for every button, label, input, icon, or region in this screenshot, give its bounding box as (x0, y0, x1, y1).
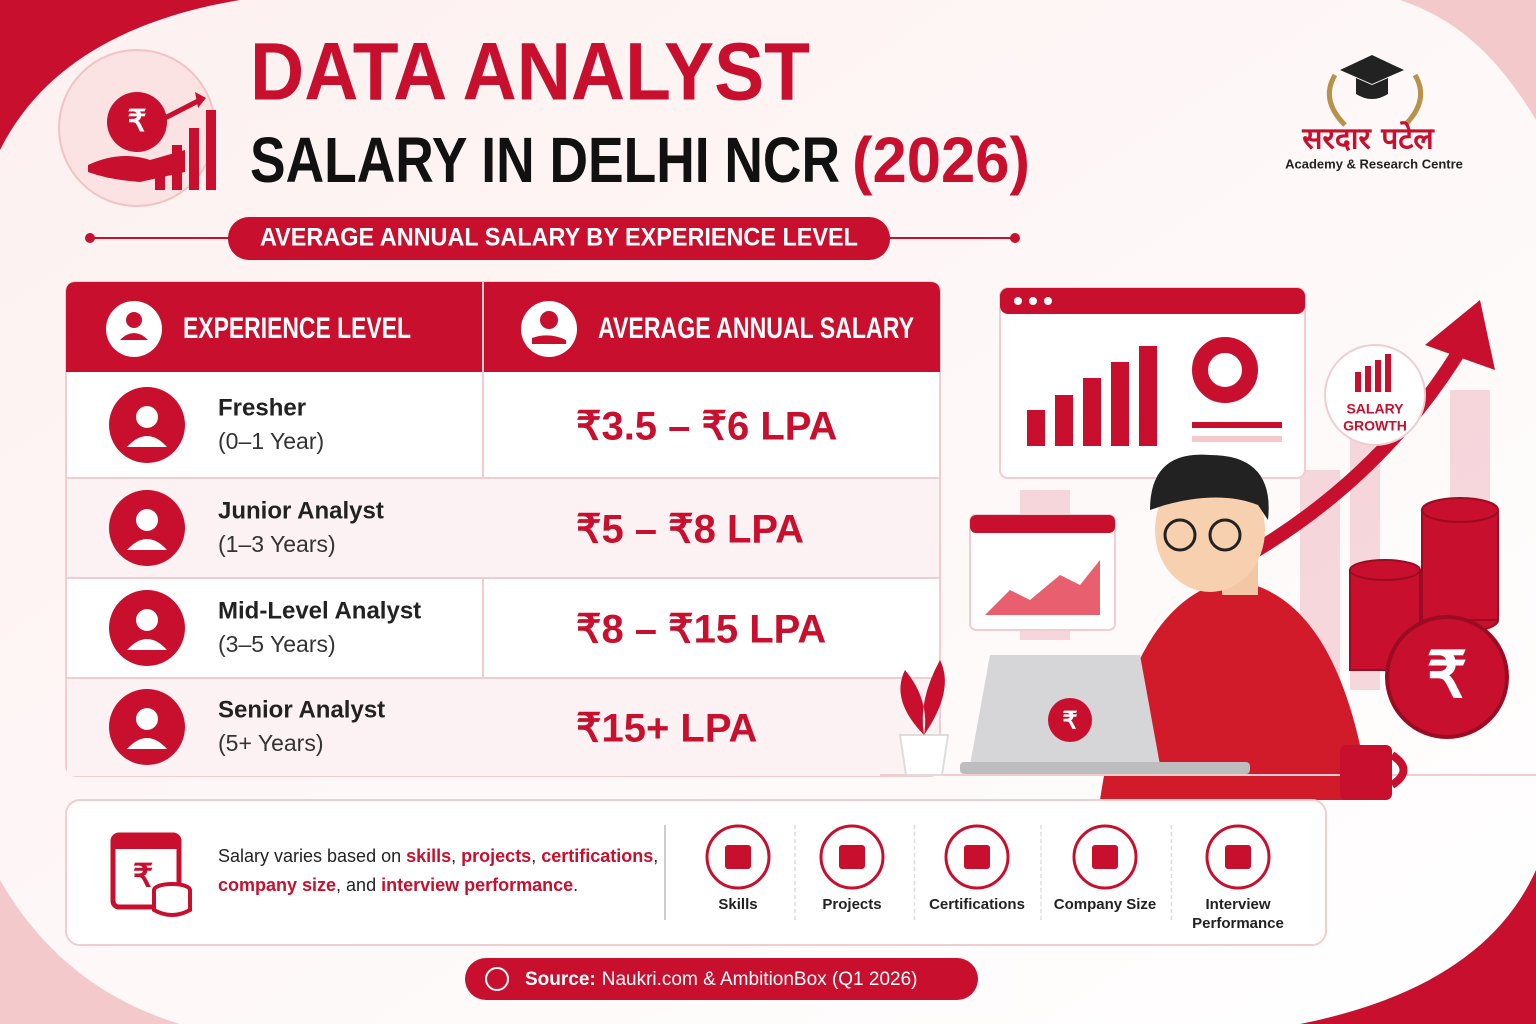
logo: सरदार पटेल Academy & Research Centre (1285, 55, 1463, 171)
note-text: , (531, 846, 541, 866)
note-highlight: company size (218, 875, 336, 895)
years: (0–1 Year) (218, 428, 324, 454)
note-text: , (653, 846, 658, 866)
row-icon-head (136, 708, 158, 730)
salary: ₹15+ LPA (576, 707, 757, 751)
subtitle: AVERAGE ANNUAL SALARY BY EXPERIENCE LEVE… (260, 224, 858, 252)
source-text: Naukri.com & AmbitionBox (Q1 2026) (602, 969, 918, 990)
note-panel: ₹ (65, 799, 1327, 946)
title-year: (2026) (852, 124, 1030, 196)
corner-swoosh (1300, 870, 1536, 1024)
note-text: Salary varies based on (218, 846, 406, 866)
row-bg (67, 478, 939, 578)
note-highlight: certifications (541, 846, 653, 866)
level: Mid-Level Analyst (218, 597, 421, 624)
years: (1–3 Years) (218, 531, 336, 557)
factor-glyph (964, 845, 990, 869)
logo-name: सरदार पटेल (1301, 121, 1435, 157)
salary: ₹8 – ₹15 LPA (576, 608, 826, 652)
title: SALARY IN DELHI NCR (250, 124, 840, 196)
row-icon-head (136, 406, 158, 428)
svg-text:₹: ₹ (1427, 639, 1468, 711)
factor-glyph (725, 845, 751, 869)
note-text: . (573, 875, 578, 895)
note-line: company size, and interview performance. (218, 875, 578, 895)
row-icon-body (127, 738, 167, 749)
header-icon: ₹ (58, 49, 216, 207)
salary: ₹3.5 – ₹6 LPA (576, 405, 837, 449)
dot (1010, 233, 1020, 243)
source: Source: Naukri.com & AmbitionBox (Q1 2026… (525, 969, 918, 990)
globe-icon (485, 967, 509, 991)
row-icon-head (136, 509, 158, 531)
factor-label: Skills (718, 896, 757, 913)
level: Fresher (218, 394, 306, 421)
row-icon-body (127, 436, 167, 447)
logo-tagline: Academy & Research Centre (1285, 156, 1463, 171)
source-label: Source: (525, 969, 596, 990)
factor-label: Company Size (1054, 896, 1157, 913)
level: Junior Analyst (218, 497, 384, 524)
note-highlight: skills (406, 846, 451, 866)
salary-table: EXPERIENCE LEVEL AVERAGE ANNUAL SALARY Fre… (65, 281, 941, 777)
factor-label: Projects (822, 896, 881, 913)
svg-text:₹: ₹ (127, 105, 146, 138)
factor-glyph (1092, 845, 1118, 869)
factor-glyph (1225, 845, 1251, 869)
factor-label: Interview (1205, 896, 1270, 913)
subtitle-pill (228, 217, 890, 260)
note-highlight: projects (461, 846, 531, 866)
corner-swoosh (0, 0, 240, 150)
salary: ₹5 – ₹8 LPA (576, 508, 804, 552)
table-header: AVERAGE ANNUAL SALARY (598, 312, 914, 345)
note-text: , and (336, 875, 381, 895)
table-header: EXPERIENCE LEVEL (183, 312, 411, 345)
note: Salary varies based on skills, projects,… (218, 846, 658, 895)
factor-label: Certifications (929, 896, 1025, 913)
corner-swoosh (1400, 0, 1536, 120)
svg-text:₹: ₹ (1062, 707, 1077, 734)
years: (5+ Years) (218, 730, 324, 756)
years: (3–5 Years) (218, 631, 336, 657)
factors: Skills Projects Certifications Company Size… (705, 824, 1284, 932)
badge-text: GROWTH (1343, 418, 1407, 434)
factor-glyph (839, 845, 865, 869)
note-line: Salary varies based on skills, projects,… (218, 846, 658, 866)
badge-text: SALARY (1346, 401, 1404, 417)
title: DATA ANALYST (250, 27, 810, 118)
row-icon-head (136, 609, 158, 631)
row-bg (67, 678, 939, 776)
row-icon-body (127, 539, 167, 550)
source-pill (465, 958, 978, 1000)
note-text: , (451, 846, 461, 866)
factor-label: Performance (1192, 915, 1284, 932)
corner-swoosh (0, 880, 180, 1024)
note-highlight: interview performance (381, 875, 573, 895)
svg-text:₹: ₹ (133, 857, 153, 893)
level: Senior Analyst (218, 696, 385, 723)
dot (85, 233, 95, 243)
row-icon-body (127, 639, 167, 650)
